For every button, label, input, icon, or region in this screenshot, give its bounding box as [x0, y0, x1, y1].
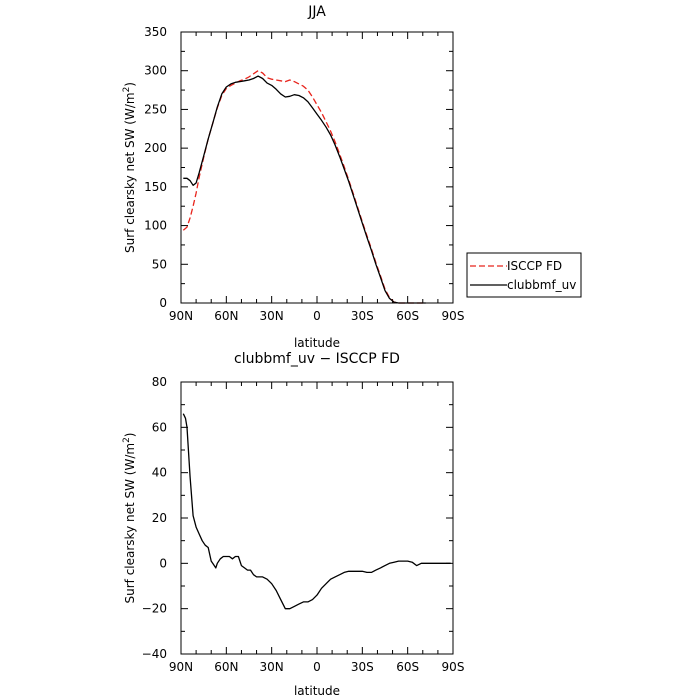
x-tick-label: 90S	[442, 660, 465, 674]
legend-label-0: ISCCP FD	[507, 259, 562, 273]
x-axis-label: latitude	[294, 684, 340, 698]
y-tick-label: 150	[144, 180, 167, 194]
y-tick-label: 50	[152, 257, 167, 271]
x-tick-label: 60S	[396, 309, 419, 323]
x-tick-label: 0	[313, 660, 321, 674]
x-tick-label: 60S	[396, 660, 419, 674]
x-axis-label: latitude	[294, 336, 340, 350]
x-tick-label: 0	[313, 309, 321, 323]
x-tick-label: 60N	[214, 660, 238, 674]
x-tick-label: 30S	[351, 309, 374, 323]
y-axis-label-superscript: 2	[122, 437, 132, 443]
chart-title: clubbmf_uv − ISCCP FD	[234, 351, 400, 367]
y-tick-label: 20	[152, 511, 167, 525]
top-panel: 90N 60N 30N 0 30S 60S 90S 0 50 100 150 200 250 300 350…	[122, 4, 582, 350]
y-axis-label: Surf clearsky net SW (W/m2)	[122, 433, 137, 604]
y-tick-label: 200	[144, 141, 167, 155]
y-tick-label: 0	[159, 556, 167, 570]
legend-box	[466, 252, 582, 298]
series-line-1	[183, 75, 426, 304]
series-line-0	[182, 413, 451, 610]
x-tick-label: 90N	[169, 309, 193, 323]
x-tick-label: 90N	[169, 660, 193, 674]
y-tick-label: 100	[144, 219, 167, 233]
y-tick-label: 300	[144, 64, 167, 78]
y-tick-label: 250	[144, 102, 167, 116]
series-line-0	[182, 70, 426, 304]
y-tick-label: 40	[152, 466, 167, 480]
x-tick-label: 30N	[260, 309, 284, 323]
x-tick-label: 30S	[351, 660, 374, 674]
y-axis-label: Surf clearsky net SW (W/m2)	[122, 82, 137, 253]
x-tick-label: 60N	[214, 309, 238, 323]
y-axis-label-end: )	[123, 433, 137, 438]
y-tick-label: 80	[152, 375, 167, 389]
y-axis-label-superscript: 2	[122, 87, 132, 93]
y-axis-label-main: Surf clearsky net SW (W/m	[123, 443, 137, 604]
y-axis-label-main: Surf clearsky net SW (W/m	[123, 92, 137, 253]
x-tick-label: 90S	[442, 309, 465, 323]
bottom-panel: 90N 60N 30N 0 30S 60S 90S −40 −20 0 20 40 60 80 clubbm…	[122, 351, 464, 698]
y-tick-label: 350	[144, 25, 167, 39]
y-tick-label: −40	[142, 647, 167, 661]
chart-title: JJA	[307, 4, 326, 20]
y-axis-label-end: )	[123, 82, 137, 87]
plot-frame	[180, 381, 454, 655]
y-tick-label: −20	[142, 602, 167, 616]
y-tick-label: 60	[152, 420, 167, 434]
x-tick-label: 30N	[260, 660, 284, 674]
legend-label-1: clubbmf_uv	[507, 278, 576, 292]
plot-frame	[180, 31, 454, 304]
y-tick-label: 0	[159, 296, 167, 310]
